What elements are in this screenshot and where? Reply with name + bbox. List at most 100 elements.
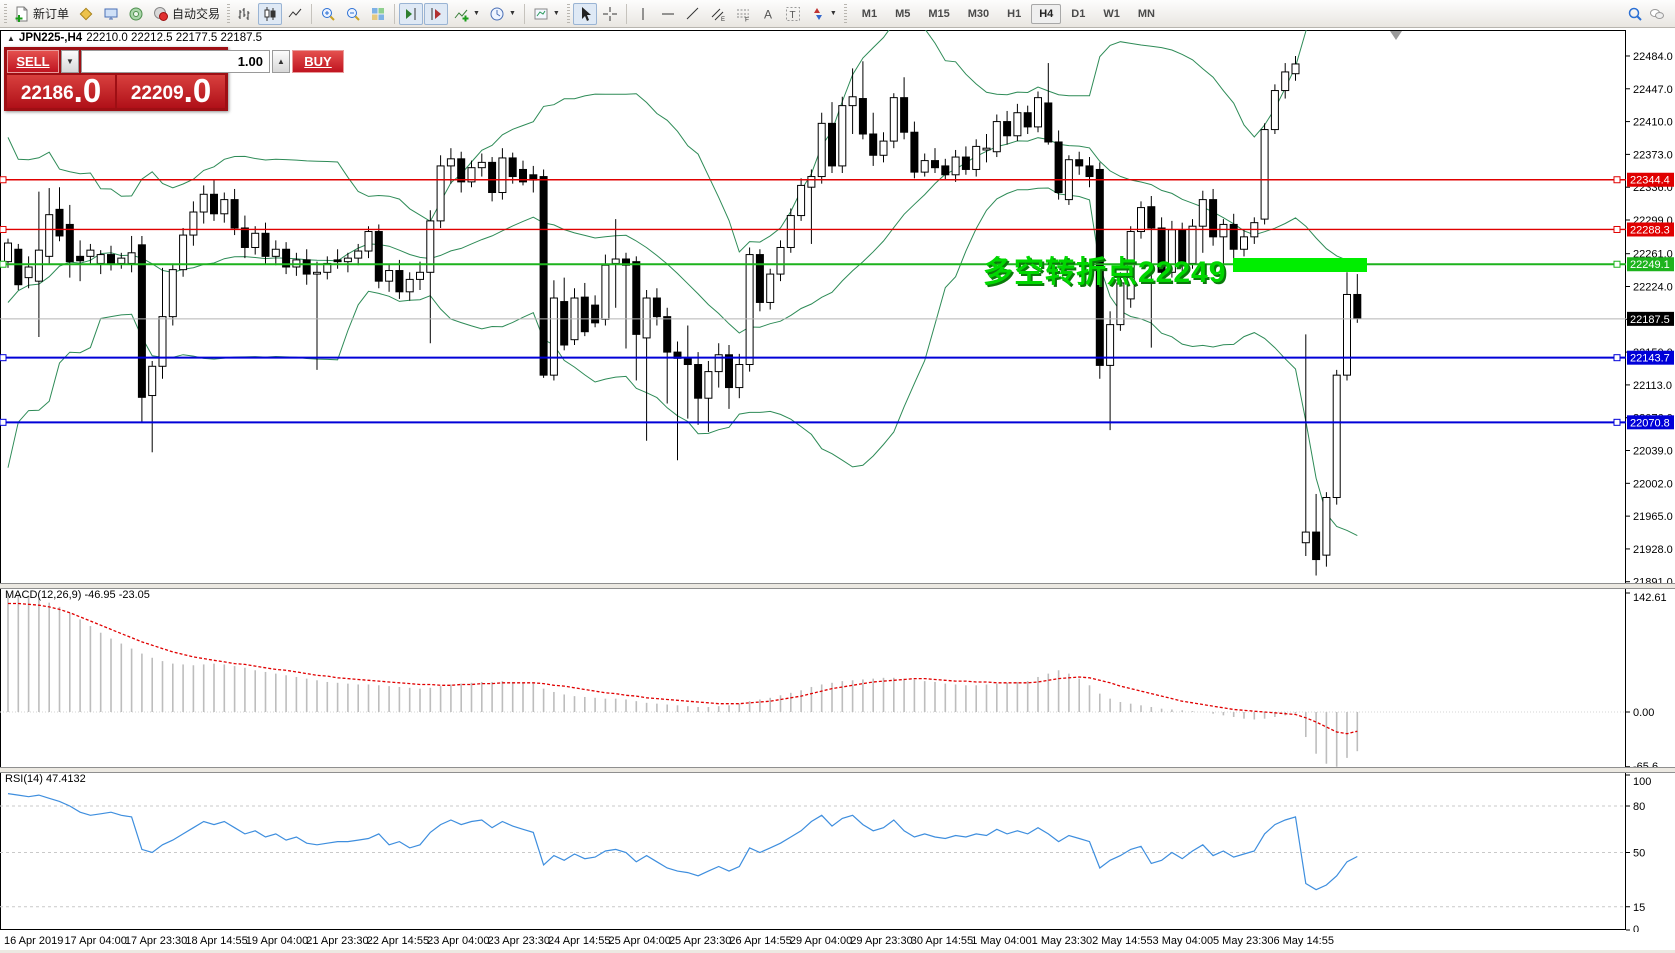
- data-window-button[interactable]: [124, 3, 148, 25]
- timeframe-M15[interactable]: M15: [928, 7, 950, 20]
- market-watch-button[interactable]: [99, 3, 123, 25]
- search-icon[interactable]: [1627, 6, 1643, 22]
- macd-indicator-label: MACD(12,26,9) -46.95 -23.05: [5, 589, 150, 601]
- svg-text:16 Apr 2019: 16 Apr 2019: [4, 935, 63, 947]
- buy-price-pips: .0: [183, 72, 212, 109]
- periods-dropdown-caret[interactable]: ▼: [508, 10, 516, 17]
- fibonacci-tool-button[interactable]: F: [731, 3, 755, 25]
- macd-pane[interactable]: [0, 588, 1626, 768]
- hline-handle[interactable]: [0, 176, 7, 184]
- time-axis-bg[interactable]: [0, 932, 1675, 950]
- rsi-pane[interactable]: [0, 772, 1626, 930]
- sell-button[interactable]: SELL: [7, 50, 59, 73]
- buy-button[interactable]: BUY: [292, 50, 344, 73]
- macd-signal-line: [8, 602, 1358, 735]
- main-chart-pane[interactable]: [0, 30, 1626, 584]
- cursor-tool-button[interactable]: [572, 2, 597, 25]
- toolbar-drag-handle[interactable]: [566, 3, 570, 24]
- pane-frames: [0, 30, 1626, 930]
- new-order-button[interactable]: 新订单: [10, 3, 73, 25]
- vertical-line-tool-button[interactable]: [631, 3, 655, 25]
- timeframe-H4[interactable]: H4: [1031, 3, 1062, 24]
- indicators-button[interactable]: ▼: [449, 3, 484, 25]
- bar-chart-type-button[interactable]: [233, 3, 257, 25]
- line-chart-type-button[interactable]: [283, 3, 307, 25]
- hline-handle[interactable]: [0, 354, 7, 362]
- svg-text:2 May 14:55: 2 May 14:55: [1092, 935, 1153, 947]
- hline-handle[interactable]: [1613, 260, 1621, 268]
- timeframe-M30[interactable]: M30: [967, 7, 990, 20]
- svg-text:22113.0: 22113.0: [1633, 380, 1672, 392]
- toolbar-separator: [625, 3, 627, 24]
- templates-dropdown-caret[interactable]: ▼: [552, 10, 560, 17]
- arrows-dropdown-caret[interactable]: ▼: [829, 10, 837, 17]
- periods-button[interactable]: ▼: [485, 3, 520, 25]
- hline-handle[interactable]: [1613, 176, 1621, 184]
- timeframe-W1[interactable]: W1: [1103, 7, 1120, 20]
- zoom-in-button[interactable]: [316, 3, 340, 25]
- rsi-indicator-label: RSI(14) 47.4132: [5, 773, 86, 785]
- svg-text:E: E: [721, 17, 725, 22]
- volume-input[interactable]: [81, 50, 270, 73]
- volume-increase-button[interactable]: ▲: [272, 50, 290, 73]
- zoom-out-icon: [347, 7, 360, 21]
- text-label-tool-button[interactable]: T: [781, 3, 805, 25]
- horizontal-line-tool-button[interactable]: [656, 3, 680, 25]
- metaeditor-button[interactable]: [74, 3, 98, 25]
- volume-decrease-button[interactable]: ▼: [61, 50, 79, 73]
- hline-price-label: [1627, 257, 1674, 272]
- toolbar-drag-handle[interactable]: [227, 3, 231, 24]
- timeframe-toolbar: M1 M5 M15 M30 H1 H4 D1 W1 MN: [854, 3, 1163, 24]
- arrows-tool-button[interactable]: ▼: [806, 3, 841, 25]
- clock-icon: [490, 7, 504, 20]
- hline-handle[interactable]: [0, 225, 7, 233]
- crosshair-tool-button[interactable]: [598, 3, 622, 25]
- chart-text-annotation[interactable]: 多空转折点22249: [983, 256, 1227, 289]
- rsi-line: [7, 793, 1358, 891]
- timeframe-D1[interactable]: D1: [1071, 7, 1086, 20]
- vertical-line-icon: [642, 7, 644, 20]
- one-click-panel-toggle[interactable]: ▲: [7, 33, 15, 43]
- timeframe-MN[interactable]: MN: [1137, 7, 1155, 20]
- indicators-dropdown-caret[interactable]: ▼: [473, 10, 480, 17]
- svg-text:50: 50: [1633, 848, 1645, 860]
- text-icon: A: [764, 7, 772, 21]
- hline-price-label: [1627, 350, 1674, 365]
- auto-scroll-button[interactable]: [399, 2, 424, 25]
- candlestick-chart-type-button[interactable]: [258, 2, 283, 25]
- autotrading-button[interactable]: 自动交易: [149, 3, 224, 25]
- bollinger-upper-band: [7, 30, 1307, 253]
- templates-icon: [534, 8, 548, 19]
- hline-handle[interactable]: [1613, 418, 1621, 426]
- toolbar-drag-handle[interactable]: [843, 3, 847, 24]
- toolbar-drag-handle[interactable]: [4, 3, 7, 24]
- buy-price-display[interactable]: 22209.0: [117, 72, 225, 109]
- price-axis[interactable]: 22484.022447.022410.022373.022336.022299…: [1626, 30, 1675, 936]
- market-watch-icon: [104, 8, 118, 19]
- chart-shift-marker[interactable]: [1390, 31, 1402, 40]
- sell-price-display[interactable]: 22186.0: [7, 74, 115, 108]
- pane-separator-macd[interactable]: [0, 583, 1675, 589]
- hline-handle[interactable]: [1613, 354, 1621, 362]
- hline-handle[interactable]: [0, 418, 7, 426]
- hline-price-label: [1627, 172, 1674, 187]
- templates-button[interactable]: ▼: [529, 3, 564, 25]
- timeframe-M1[interactable]: M1: [861, 7, 878, 20]
- pane-separator-rsi[interactable]: [0, 767, 1675, 773]
- zoom-out-button[interactable]: [341, 3, 365, 25]
- tile-windows-icon: [372, 7, 385, 20]
- timeframe-M5[interactable]: M5: [895, 7, 911, 20]
- hline-handle[interactable]: [1613, 225, 1621, 233]
- text-tool-button[interactable]: A: [756, 3, 780, 25]
- timeframe-H1[interactable]: H1: [1007, 7, 1022, 20]
- tile-windows-button[interactable]: [366, 3, 390, 25]
- svg-text:22447.0: 22447.0: [1633, 84, 1673, 96]
- hline-handle[interactable]: [0, 260, 7, 268]
- highlight-rectangle[interactable]: [1233, 258, 1367, 272]
- chat-icon[interactable]: [1649, 6, 1665, 22]
- channel-tool-button[interactable]: E: [706, 3, 730, 25]
- chart-shift-button[interactable]: [424, 2, 449, 25]
- trendline-tool-button[interactable]: [681, 3, 705, 25]
